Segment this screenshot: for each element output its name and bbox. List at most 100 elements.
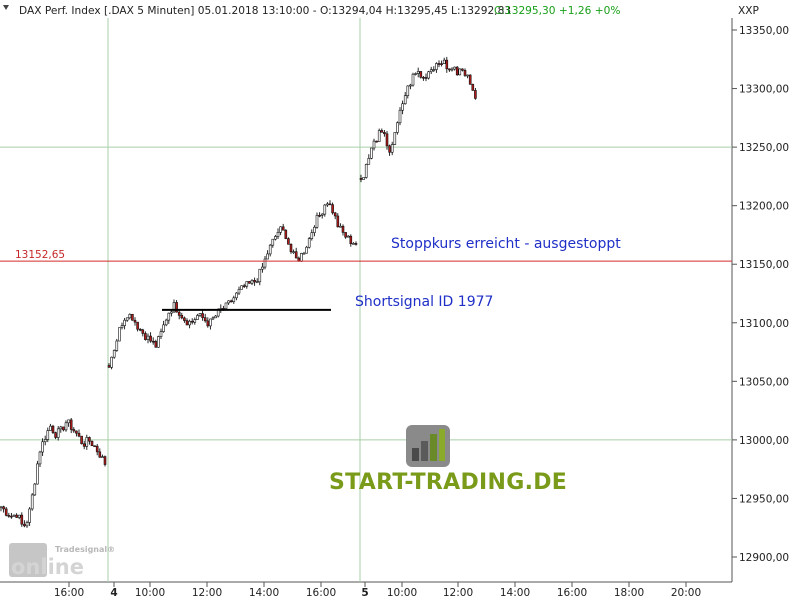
candle-body [328, 203, 332, 206]
candle-body [62, 426, 65, 431]
candle-body [170, 311, 173, 314]
logo-text: START-TRADING.DE [329, 470, 567, 495]
candle-body [115, 340, 119, 351]
candle-body [375, 140, 378, 143]
candle-body [364, 164, 368, 178]
candle-body [377, 130, 381, 142]
candle-body [175, 302, 178, 313]
candle-body [128, 313, 132, 319]
candle-body [151, 340, 155, 343]
candle-body [370, 147, 373, 159]
candle-body [258, 268, 262, 283]
candle-body [232, 297, 236, 302]
watermark-box [9, 543, 47, 577]
candle-body [326, 203, 329, 206]
stop-annotation: Stoppkurs erreicht - ausgestoppt [391, 236, 621, 252]
candle-body [445, 59, 449, 70]
x-tick-label: 12:00 [443, 587, 473, 599]
candle-body [149, 335, 152, 342]
candle-body [323, 204, 327, 215]
candle-body [88, 437, 91, 442]
y-tick-label: 13250,00 [739, 142, 789, 154]
logo-bar-1 [412, 448, 419, 461]
candle-body [300, 253, 303, 262]
candle-body [336, 215, 340, 228]
candle-body [118, 327, 121, 342]
candle-body [209, 318, 212, 327]
candle-body [138, 328, 142, 331]
x-tick-label: 10:00 [387, 587, 417, 599]
candle-body [253, 280, 256, 283]
candle-body [242, 285, 246, 288]
y-tick-label: 13050,00 [739, 376, 789, 388]
candle-body [388, 145, 391, 153]
candle-body [432, 69, 436, 71]
candle-body [154, 341, 158, 348]
candle-body [125, 317, 129, 321]
candle-body [56, 428, 60, 438]
candle-body [211, 317, 215, 320]
candle-body [359, 178, 363, 180]
candle-body [396, 122, 399, 133]
candle-body [95, 445, 99, 453]
candle-body [54, 432, 57, 438]
candle-body [183, 317, 186, 321]
x-tick-label: 16:00 [306, 587, 336, 599]
y-tick-label: 13150,00 [739, 259, 789, 271]
candle-body [59, 426, 63, 430]
candle-body [69, 419, 73, 430]
candle-body [131, 313, 134, 321]
candle-body [333, 212, 337, 217]
x-tick-label: 18:00 [614, 587, 644, 599]
candle-body [172, 302, 176, 313]
candle-body [98, 451, 102, 458]
candle-body [461, 68, 464, 71]
candle-body [414, 73, 417, 75]
candle-body [245, 281, 249, 287]
start-trading-logo: START-TRADING.DE [329, 425, 567, 495]
candle-body [229, 300, 233, 303]
candles [0, 56, 477, 528]
candle-body [77, 432, 81, 437]
candle-body [315, 214, 319, 228]
chevron-down-icon[interactable] [3, 5, 9, 10]
candle-body [442, 59, 446, 64]
candle-body [159, 331, 163, 337]
candle-body [123, 319, 126, 326]
candle-body [271, 238, 275, 246]
candle-body [235, 292, 238, 299]
candle-body [284, 229, 288, 239]
logo-bar-4 [439, 429, 445, 461]
candle-body [292, 251, 295, 253]
plot-area[interactable] [0, 18, 732, 582]
candle-body [339, 225, 342, 228]
candle-body [398, 109, 402, 124]
candle-body [237, 289, 241, 294]
candle-body [164, 319, 168, 326]
candle-body [406, 85, 410, 96]
y-axis: 13350,00 13300,00 13250,00 13200,00 13150,00… [732, 25, 789, 564]
candle-body [274, 236, 277, 240]
candle-body [144, 333, 147, 340]
candle-body [466, 74, 469, 77]
candle-body [185, 320, 189, 326]
candle-body [458, 68, 462, 76]
candle-body [307, 238, 311, 248]
x-tick-label: 12:00 [192, 587, 222, 599]
candle-body [196, 315, 199, 320]
candle-body [51, 425, 55, 433]
candle-body [383, 132, 386, 135]
candle-body [206, 320, 210, 327]
candle-body [354, 243, 358, 245]
candle-body [352, 243, 355, 245]
candle-body [157, 336, 160, 348]
candle-body [141, 329, 145, 334]
candle-body [437, 63, 441, 65]
candle-body [403, 95, 407, 105]
candle-body [107, 365, 111, 368]
candle-body [281, 226, 285, 231]
candle-body [362, 177, 365, 180]
x-tick-label: 20:00 [671, 587, 701, 599]
candle-body [188, 320, 191, 326]
x-tick-label: 16:00 [54, 587, 84, 599]
